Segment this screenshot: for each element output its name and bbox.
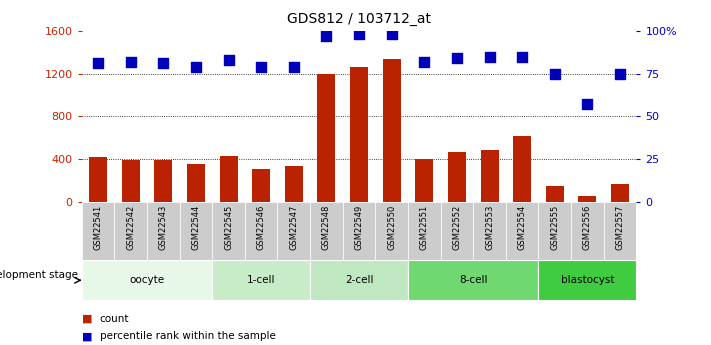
Text: GSM22542: GSM22542 [126,205,135,250]
Text: GSM22551: GSM22551 [419,205,429,250]
Bar [82,202,114,260]
Text: ■: ■ [82,332,92,341]
Text: oocyte: oocyte [129,275,164,285]
Bar [122,160,139,202]
Bar [408,202,441,260]
Bar [154,160,172,202]
Point [582,102,593,107]
Text: GSM22545: GSM22545 [224,205,233,250]
Point [92,61,104,66]
Bar [408,260,538,300]
Point [321,33,332,39]
Text: 1-cell: 1-cell [247,275,275,285]
Bar [448,152,466,202]
Bar [213,202,245,260]
Bar [213,260,310,300]
Text: GSM22552: GSM22552 [452,205,461,250]
Point [255,64,267,70]
Bar [310,202,343,260]
Text: GSM22557: GSM22557 [616,205,624,250]
Bar [317,74,336,202]
Text: blastocyst: blastocyst [561,275,614,285]
Text: GSM22546: GSM22546 [257,205,266,250]
Text: GSM22547: GSM22547 [289,205,299,250]
Text: GSM22541: GSM22541 [94,205,102,250]
Bar [350,67,368,202]
Bar [571,202,604,260]
Text: percentile rank within the sample: percentile rank within the sample [100,332,275,341]
Text: GSM22544: GSM22544 [191,205,201,250]
Bar [245,202,277,260]
Bar [285,166,303,202]
Text: count: count [100,314,129,324]
Text: GSM22543: GSM22543 [159,205,168,250]
Bar [375,202,408,260]
Point [125,59,137,65]
Point [223,57,234,63]
Text: GSM22553: GSM22553 [485,205,494,250]
Bar [252,169,270,202]
Bar [474,202,506,260]
Bar [310,260,408,300]
Text: 8-cell: 8-cell [459,275,488,285]
Text: GSM22550: GSM22550 [387,205,396,250]
Bar [611,184,629,202]
Bar [187,164,205,202]
Bar [604,202,636,260]
Bar [383,59,401,202]
Bar [481,149,498,202]
Bar [579,196,597,202]
Bar [180,202,213,260]
Bar [538,202,571,260]
Bar [415,159,433,202]
Point [353,32,365,37]
Bar [114,202,147,260]
Text: GSM22549: GSM22549 [355,205,363,250]
Point [158,61,169,66]
Text: development stage: development stage [0,270,78,280]
Text: GSM22554: GSM22554 [518,205,527,250]
Text: ■: ■ [82,314,92,324]
Point [516,54,528,59]
Bar [147,202,180,260]
Bar [343,202,375,260]
Bar [82,260,213,300]
Point [288,64,299,70]
Bar [441,202,474,260]
Bar [220,156,237,202]
Text: 2-cell: 2-cell [345,275,373,285]
Bar [89,157,107,202]
Point [484,54,496,59]
Bar [538,260,636,300]
Point [549,71,560,77]
Point [386,32,397,37]
Bar [513,136,531,202]
Text: GSM22556: GSM22556 [583,205,592,250]
Text: GSM22548: GSM22548 [322,205,331,250]
Point [614,71,626,77]
Point [451,56,463,61]
Text: GDS812 / 103712_at: GDS812 / 103712_at [287,12,431,26]
Text: GSM22555: GSM22555 [550,205,560,250]
Bar [277,202,310,260]
Bar [506,202,538,260]
Point [419,59,430,65]
Point [191,64,202,70]
Bar [546,186,564,202]
